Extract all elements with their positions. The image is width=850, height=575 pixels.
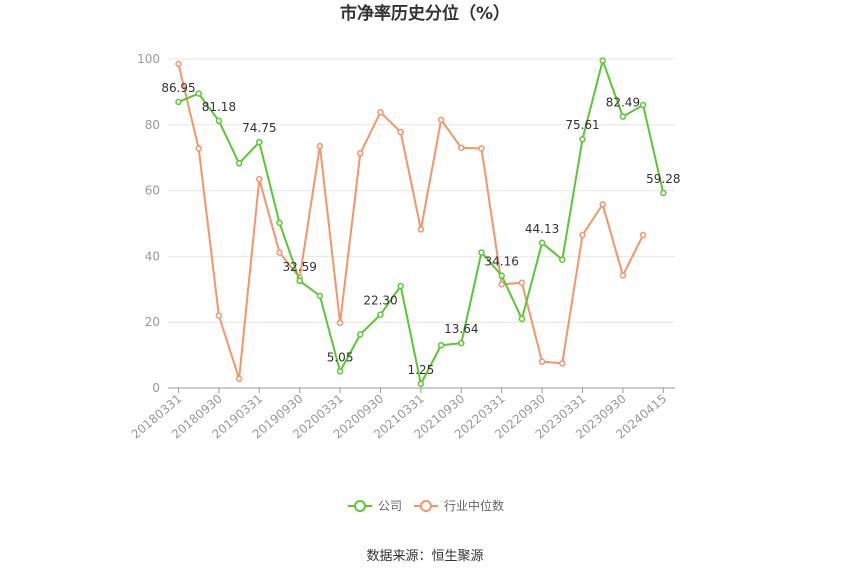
data-point — [599, 201, 606, 208]
data-point — [619, 272, 627, 279]
data-label: 32.59 — [283, 260, 317, 274]
data-point — [377, 109, 384, 116]
data-point — [357, 331, 364, 338]
data-point — [538, 239, 546, 247]
series-line-industry — [177, 63, 644, 380]
y-tick-label: 0 — [152, 381, 160, 395]
data-point — [458, 144, 465, 152]
data-point — [619, 113, 627, 120]
data-point — [195, 90, 202, 97]
data-point — [639, 231, 647, 239]
data-point — [397, 128, 404, 136]
data-label: 22.30 — [363, 294, 397, 308]
legend-label: 行业中位数 — [444, 498, 504, 513]
data-point — [276, 249, 283, 256]
data-point — [498, 272, 505, 279]
data-point — [417, 380, 425, 388]
y-tick-label: 100 — [137, 52, 160, 66]
chart-title: 市净率历史分位（%） — [340, 3, 510, 24]
data-point — [336, 319, 344, 327]
data-point — [437, 116, 445, 124]
data-label: 44.13 — [525, 222, 559, 236]
data-point — [175, 60, 182, 68]
data-point — [256, 175, 263, 183]
data-point — [316, 142, 324, 150]
source-text: 数据来源：恒生聚源 — [366, 549, 483, 564]
data-point — [215, 312, 223, 319]
grid — [168, 58, 675, 323]
y-tick-label: 80 — [145, 118, 160, 132]
data-point — [256, 138, 263, 146]
data-point — [518, 315, 526, 323]
data-label: 1.25 — [408, 363, 435, 377]
data-point — [518, 279, 526, 286]
data-label: 86.95 — [161, 81, 195, 95]
data-point — [579, 135, 586, 143]
y-tick-label: 60 — [145, 184, 160, 198]
data-point — [195, 145, 202, 152]
data-label: 74.75 — [242, 121, 276, 135]
data-point — [377, 311, 384, 318]
legend-item-company[interactable]: 公司 — [348, 499, 402, 513]
data-point — [559, 360, 566, 367]
data-point — [498, 281, 505, 288]
legend-marker — [354, 500, 366, 512]
data-label: 13.64 — [444, 322, 478, 336]
data-point — [357, 150, 364, 157]
y-tick-label: 40 — [145, 249, 160, 263]
data-point — [397, 282, 404, 290]
data-point — [599, 57, 606, 64]
data-point — [235, 160, 243, 167]
data-point — [296, 277, 303, 285]
legend[interactable]: 公司 行业中位数 — [348, 498, 504, 513]
data-point — [336, 368, 344, 375]
data-point — [559, 256, 566, 263]
data-point — [478, 145, 485, 152]
legend-item-industry[interactable]: 行业中位数 — [414, 498, 504, 513]
labels-layer: 86.95 81.18 74.75 32.59 5.05 22.30 1.25 13.64 34… — [161, 81, 680, 377]
legend-marker — [420, 500, 432, 512]
data-label: 81.18 — [202, 100, 236, 114]
data-point — [417, 226, 425, 233]
data-label: 59.28 — [646, 172, 680, 186]
data-point — [660, 189, 667, 197]
data-point — [458, 339, 465, 347]
data-label: 82.49 — [606, 96, 640, 110]
data-point — [175, 98, 182, 106]
data-label: 34.16 — [485, 255, 519, 269]
data-point — [579, 231, 586, 239]
data-point — [538, 358, 546, 365]
y-tick-label: 20 — [145, 315, 160, 329]
data-point — [639, 101, 647, 109]
data-point — [215, 117, 223, 125]
data-point — [478, 249, 485, 256]
data-label: 5.05 — [327, 350, 354, 364]
data-point — [276, 219, 283, 227]
data-label: 75.61 — [565, 118, 599, 132]
data-point — [316, 292, 324, 300]
data-point — [437, 341, 445, 349]
series-layer — [175, 57, 667, 388]
data-point — [235, 375, 243, 383]
legend-label: 公司 — [378, 499, 402, 513]
